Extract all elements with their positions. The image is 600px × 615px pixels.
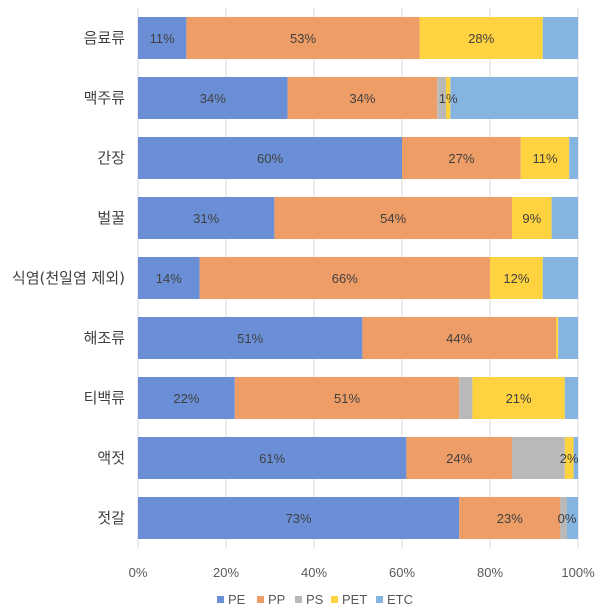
data-label: 34% [200, 91, 226, 106]
bar-segment-pet [556, 317, 559, 359]
bar-segment-pet [419, 17, 543, 59]
legend-swatch-etc [376, 596, 383, 603]
data-label: 44% [446, 331, 472, 346]
legend-swatch-pp [257, 596, 264, 603]
bar-segment-pp [287, 77, 438, 119]
x-tick-label: 20% [213, 565, 239, 580]
bar-segment-pet [472, 377, 565, 419]
data-label: 27% [448, 151, 474, 166]
bar-segment-pe [138, 317, 363, 359]
bar-segment-ps [437, 77, 446, 119]
data-label: 60% [257, 151, 283, 166]
data-label: 22% [173, 391, 199, 406]
x-tick-label: 80% [477, 565, 503, 580]
bar-segment-pe [138, 497, 460, 539]
category-label: 음료류 [84, 29, 126, 47]
legend-label: PP [268, 592, 285, 607]
data-label: 54% [380, 211, 406, 226]
data-label: 21% [506, 391, 532, 406]
bar-segment-pe [138, 197, 275, 239]
legend-label: PS [306, 592, 324, 607]
data-label: 24% [446, 451, 472, 466]
data-label: 28% [468, 31, 494, 46]
data-label: 14% [156, 271, 182, 286]
bar-segment-etc [573, 437, 578, 479]
data-label: 73% [286, 511, 312, 526]
data-label: 51% [334, 391, 360, 406]
bar-segment-etc [564, 377, 578, 419]
x-tick-label: 0% [129, 565, 148, 580]
legend: PE PP PS PET ETC [217, 592, 413, 607]
bars [138, 17, 578, 539]
legend-label: ETC [387, 592, 413, 607]
data-label: 51% [237, 331, 263, 346]
data-label: 11% [532, 151, 557, 166]
bar-segment-pe [138, 377, 235, 419]
data-label: 31% [193, 211, 219, 226]
x-tick-label: 100% [561, 565, 595, 580]
bar-segment-pp [274, 197, 512, 239]
bar-segment-etc [569, 137, 578, 179]
data-label: 1% [439, 91, 458, 106]
bar-segment-pe [138, 437, 407, 479]
data-label: 53% [290, 31, 316, 46]
legend-swatch-ps [295, 596, 302, 603]
legend-label: PET [342, 592, 367, 607]
bar-segment-pp [199, 257, 490, 299]
category-label: 맥주류 [84, 89, 126, 107]
category-label: 액젓 [97, 449, 125, 467]
category-label: 해조류 [84, 329, 126, 347]
x-tick-label: 60% [389, 565, 415, 580]
bar-segment-pp [186, 17, 420, 59]
bar-segment-ps [560, 497, 567, 539]
data-label: 12% [503, 271, 529, 286]
bar-segment-etc [558, 317, 578, 359]
bar-segment-pet [446, 77, 451, 119]
legend-label: PE [228, 592, 246, 607]
bar-segment-etc [551, 197, 578, 239]
legend-swatch-pe [217, 596, 224, 603]
bar-segment-pp [362, 317, 556, 359]
bar-segment-pp [234, 377, 460, 419]
data-label: 23% [497, 511, 523, 526]
bar-segment-pet [490, 257, 543, 299]
data-label: 66% [332, 271, 358, 286]
bar-segment-pp [402, 137, 521, 179]
bar-segment-pe [138, 17, 187, 59]
value-axis: 0% 20% 40% 60% 80% 100% [129, 565, 595, 580]
bar-segment-pet [564, 437, 574, 479]
bar-segment-ps [512, 437, 565, 479]
category-label: 티백류 [84, 389, 126, 407]
data-label: 61% [259, 451, 285, 466]
bar-segment-etc [450, 77, 578, 119]
bar-segment-etc [542, 17, 578, 59]
category-label: 벌꿀 [97, 209, 125, 227]
data-label: 2% [560, 451, 579, 466]
data-label: 34% [349, 91, 375, 106]
legend-swatch-pet [331, 596, 338, 603]
x-tick-label: 40% [301, 565, 327, 580]
bar-segment-etc [567, 497, 578, 539]
bar-segment-pe [138, 77, 288, 119]
category-label: 젓갈 [97, 509, 125, 527]
category-label: 간장 [97, 149, 125, 167]
bar-segment-pe [138, 137, 402, 179]
data-labels: 11% 53% 28% 34% 34% 1% 60% 27% 11% 31% 54% 9% 14% 66%… [150, 31, 579, 526]
data-label: 9% [522, 211, 541, 226]
bar-segment-pe [138, 257, 200, 299]
bar-segment-pp [406, 437, 512, 479]
bar-segment-pet [520, 137, 570, 179]
bar-segment-etc [542, 257, 578, 299]
bar-segment-pet [512, 197, 552, 239]
data-label: 11% [150, 31, 175, 46]
bar-segment-ps [459, 377, 473, 419]
data-label: 0% [558, 511, 577, 526]
category-label: 식염(천일염 제외) [12, 269, 125, 287]
bar-segment-pp [459, 497, 561, 539]
